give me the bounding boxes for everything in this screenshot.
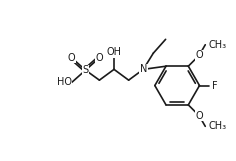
Text: F: F xyxy=(212,80,217,90)
Text: CH₃: CH₃ xyxy=(208,40,227,50)
Text: O: O xyxy=(195,111,203,121)
Text: N: N xyxy=(139,64,147,74)
Text: HO: HO xyxy=(57,77,72,87)
Text: O: O xyxy=(68,53,76,63)
Text: O: O xyxy=(96,53,103,63)
Text: OH: OH xyxy=(106,47,122,57)
Text: S: S xyxy=(82,65,88,75)
Text: O: O xyxy=(195,50,203,60)
Text: CH₃: CH₃ xyxy=(208,121,227,131)
